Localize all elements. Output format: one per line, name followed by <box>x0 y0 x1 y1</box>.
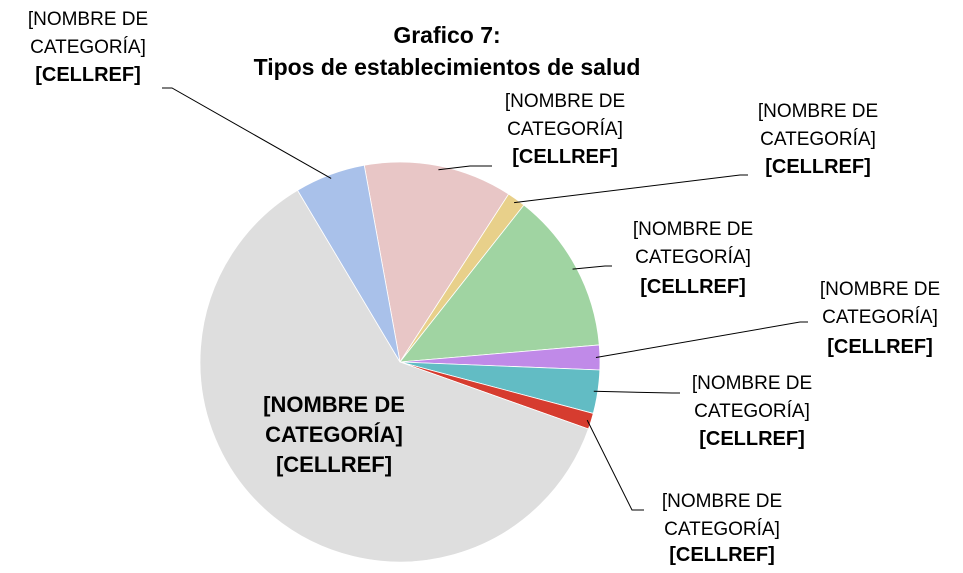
slice-label: [NOMBRE DE CATEGORÍA] <box>661 491 783 540</box>
pie-slice <box>296 164 401 363</box>
slice-label: [NOMBRE DE CATEGORÍA] <box>27 9 149 58</box>
value-label: [CELLREF] <box>640 276 746 298</box>
slice-label: [NOMBRE DE CATEGORÍA] <box>691 373 813 422</box>
pie-slice <box>363 161 510 364</box>
slice-label: [NOMBRE DE CATEGORÍA] <box>504 91 626 140</box>
value-label: [CELLREF] <box>827 336 933 358</box>
leader-line <box>438 165 492 171</box>
slice-label: [NOMBRE DE CATEGORÍA] <box>757 101 879 150</box>
leader-line <box>593 390 680 394</box>
chart-title: Grafico 7: <box>393 22 501 48</box>
leader-line <box>595 321 808 359</box>
leader-line <box>514 174 748 204</box>
pie-slice <box>399 204 600 363</box>
leader-line <box>572 265 612 270</box>
leader-line <box>586 419 644 511</box>
value-label: [CELLREF] <box>275 452 393 478</box>
leader-line <box>162 87 332 179</box>
value-label: [CELLREF] <box>669 544 775 566</box>
value-label: [CELLREF] <box>699 428 805 450</box>
slice-label: [NOMBRE DE CATEGORÍA] <box>819 279 941 328</box>
value-label: [CELLREF] <box>765 156 871 178</box>
value-label: [CELLREF] <box>35 64 141 86</box>
value-label: [CELLREF] <box>512 146 618 168</box>
chart-subtitle: Tipos de establecimientos de salud <box>253 54 641 80</box>
pie-slice <box>199 189 589 563</box>
slice-label: [NOMBRE DE CATEGORÍA] <box>632 219 754 268</box>
slice-label: [NOMBRE DE CATEGORÍA] <box>263 392 405 448</box>
